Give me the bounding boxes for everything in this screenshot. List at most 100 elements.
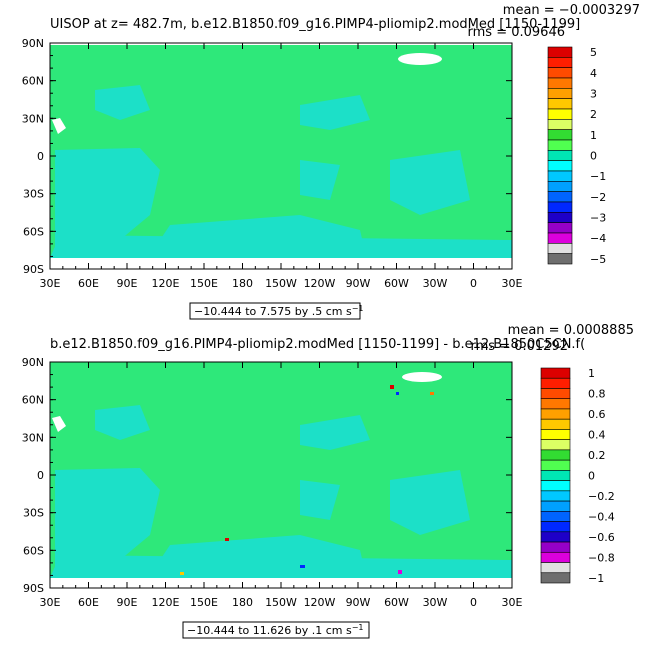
colorbar-swatch bbox=[547, 253, 573, 265]
x-tick-label: 150W bbox=[265, 277, 297, 290]
x-tick-label: 90E bbox=[117, 277, 138, 290]
colorbar-swatch bbox=[547, 222, 573, 234]
colorbar-label: 0 bbox=[590, 150, 597, 163]
colorbar-label: 0 bbox=[588, 470, 595, 483]
x-tick-label: 30W bbox=[423, 596, 448, 609]
colorbar-swatch bbox=[547, 160, 573, 172]
colorbar-label: 0.8 bbox=[588, 388, 606, 401]
colorbar-label: −0.4 bbox=[588, 510, 615, 523]
colorbar-swatch bbox=[547, 119, 573, 130]
colorbar-swatch bbox=[540, 449, 571, 461]
colorbar-swatch bbox=[547, 98, 573, 110]
stat-rms: rms = 0.09646 bbox=[468, 25, 565, 40]
colorbar-label: −2 bbox=[590, 191, 606, 204]
colorbar-swatch bbox=[540, 541, 571, 553]
y-tick-label: 0 bbox=[37, 150, 44, 163]
colorbar-label: −0.8 bbox=[588, 551, 615, 564]
colorbar-label: −0.2 bbox=[588, 490, 615, 503]
x-tick-label: 60W bbox=[384, 596, 409, 609]
colorbar-swatch bbox=[540, 521, 571, 533]
colorbar-swatch bbox=[540, 388, 571, 400]
colorbar-swatch bbox=[540, 511, 571, 522]
x-tick-label: 60E bbox=[78, 596, 99, 609]
colorbar-swatch bbox=[547, 170, 573, 182]
y-tick-label: 90N bbox=[22, 37, 44, 50]
colorbar-swatch bbox=[540, 439, 571, 451]
colorbar-swatch bbox=[540, 551, 571, 563]
y-tick-label: 60N bbox=[22, 75, 44, 88]
colorbar-swatch bbox=[540, 429, 571, 440]
x-tick-label: 90W bbox=[346, 596, 371, 609]
x-tick-label: 0 bbox=[470, 277, 477, 290]
colorbar-swatch bbox=[547, 181, 573, 192]
x-tick-label: 30E bbox=[502, 277, 523, 290]
colorbar-swatch bbox=[540, 572, 571, 584]
y-tick-label: 90S bbox=[23, 263, 44, 276]
colorbar-swatch bbox=[547, 212, 573, 223]
stat-mean: mean = 0.0008885 bbox=[508, 323, 634, 338]
colorbar-label: 4 bbox=[590, 67, 597, 80]
colorbar-label: −5 bbox=[590, 253, 606, 266]
x-tick-label: 60W bbox=[384, 277, 409, 290]
range-label: −10.444 to 11.626 by .1 cm s−1 bbox=[187, 623, 364, 637]
colorbar-swatch bbox=[540, 531, 571, 543]
range-box: −10.444 to 11.626 by .1 cm s−1 bbox=[182, 621, 370, 639]
colorbar-swatch bbox=[540, 377, 571, 389]
colorbar-label: 0.4 bbox=[588, 429, 606, 442]
colorbar-swatch bbox=[540, 398, 571, 410]
range-unit-sup: −1 bbox=[352, 304, 364, 313]
colorbar-label: −3 bbox=[590, 212, 606, 225]
colorbar-swatch bbox=[547, 77, 573, 89]
shelf-regions bbox=[50, 85, 512, 258]
x-tick-label: 30E bbox=[40, 277, 61, 290]
range-unit-sup: −1 bbox=[352, 623, 364, 632]
x-tick-label: 0 bbox=[470, 596, 477, 609]
x-tick-label: 150E bbox=[190, 596, 218, 609]
colorbar-swatch bbox=[547, 139, 573, 151]
colorbar-label: −4 bbox=[590, 232, 606, 245]
x-tick-label: 180 bbox=[232, 596, 253, 609]
y-tick-label: 30N bbox=[22, 112, 44, 125]
y-tick-label: 30S bbox=[23, 188, 44, 201]
colorbar-swatch bbox=[540, 500, 571, 512]
map-plot bbox=[49, 42, 513, 270]
y-tick-label: 0 bbox=[37, 469, 44, 482]
y-tick-label: 60N bbox=[22, 394, 44, 407]
x-tick-label: 60E bbox=[78, 277, 99, 290]
colorbar-swatch bbox=[547, 57, 573, 68]
shelf-regions bbox=[50, 405, 512, 578]
colorbar-label: 0.6 bbox=[588, 408, 606, 421]
colorbar: 1 0.8 0.6 0.4 0.2 0 −0.2 −0.4 −0.6 −0.8 −1 bbox=[540, 367, 615, 585]
y-tick-label: 60S bbox=[23, 544, 44, 557]
colorbar-label: 5 bbox=[590, 46, 597, 59]
x-tick-label: 120W bbox=[304, 277, 336, 290]
panel-bottom: b.e12.B1850.f09_g16.PIMP4-pliomip2.modMe… bbox=[22, 323, 634, 639]
axes: 30E 60E 90E 120E 150E 180 150W 120W 90W 60W 30W 0 30… bbox=[22, 37, 523, 290]
panel-title: UISOP at z= 482.7m, b.e12.B1850.f09_g16.… bbox=[50, 17, 580, 32]
colorbar-label: −1 bbox=[588, 572, 604, 585]
colorbar-swatch bbox=[540, 459, 571, 471]
colorbar: 5 4 3 2 1 0 −1 −2 −3 −4 −5 bbox=[547, 46, 606, 266]
colorbar-swatch bbox=[547, 191, 573, 203]
colorbar-swatch bbox=[540, 562, 571, 574]
x-tick-label: 90E bbox=[117, 596, 138, 609]
y-tick-label: 30S bbox=[23, 507, 44, 520]
colorbar-swatch bbox=[540, 480, 571, 492]
colorbar-swatch bbox=[540, 367, 571, 379]
colorbar-swatch bbox=[547, 67, 573, 79]
colorbar-label: −0.6 bbox=[588, 531, 615, 544]
map-plot bbox=[49, 361, 513, 589]
y-tick-label: 30N bbox=[22, 431, 44, 444]
x-tick-label: 120W bbox=[304, 596, 336, 609]
x-tick-label: 30E bbox=[40, 596, 61, 609]
colorbar-label: 3 bbox=[590, 88, 597, 101]
colorbar-swatch bbox=[540, 470, 571, 481]
colorbar-swatch bbox=[547, 129, 573, 141]
y-tick-label: 60S bbox=[23, 225, 44, 238]
panel-title: b.e12.B1850.f09_g16.PIMP4-pliomip2.modMe… bbox=[50, 337, 585, 352]
colorbar-swatch bbox=[547, 243, 573, 254]
colorbar-label: 0.2 bbox=[588, 449, 606, 462]
y-tick-label: 90S bbox=[23, 582, 44, 595]
colorbar-swatch bbox=[547, 201, 573, 213]
